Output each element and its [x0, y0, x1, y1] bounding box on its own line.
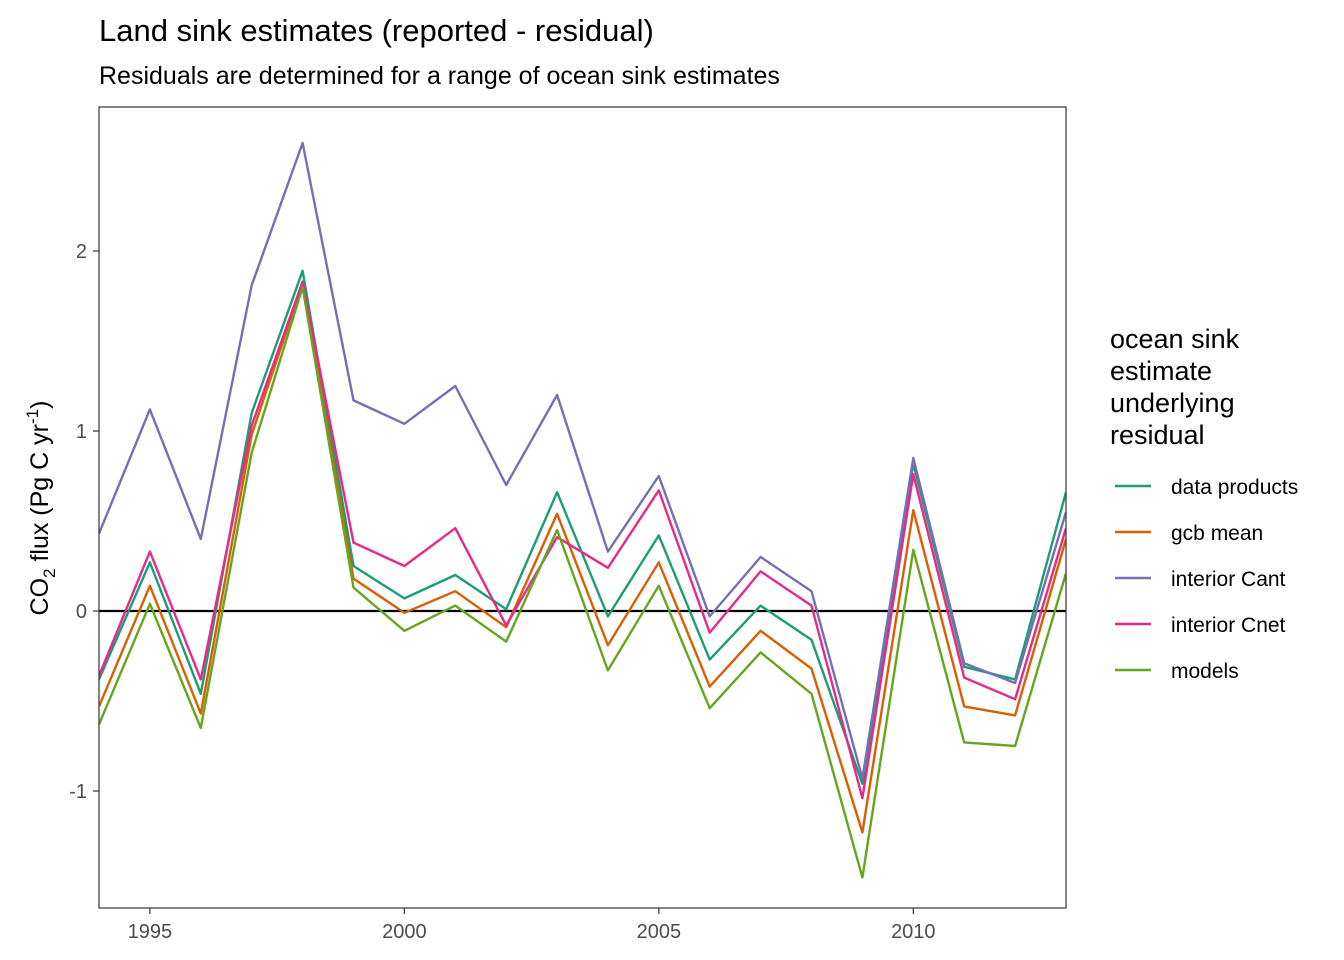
legend-title-line: estimate [1110, 356, 1212, 386]
plot-panel-border [98, 106, 1067, 909]
legend-label: gcb mean [1171, 522, 1263, 545]
legend-label: interior Cant [1171, 568, 1286, 591]
y-axis-title-middle: flux (Pg C yr [26, 424, 54, 568]
x-axis: 1995 2000 2005 2010 [128, 908, 936, 943]
legend-item-gcb-mean: gcb mean [1115, 522, 1263, 545]
series-line-gcb-mean [99, 282, 1066, 834]
legend-title-line: residual [1110, 420, 1205, 450]
y-tick-label: 2 [76, 241, 87, 263]
legend-label: interior Cnet [1171, 614, 1286, 637]
series-line-interior-cnet [99, 280, 1066, 800]
y-axis-title-superscript: -1 [23, 409, 42, 424]
y-axis-title: CO2 flux (Pg C yr-1) [23, 401, 59, 616]
y-axis-title-suffix: ) [26, 401, 54, 409]
y-axis-title-prefix: CO [26, 578, 54, 616]
x-tick-label: 2005 [637, 921, 682, 943]
legend-items: data products gcb mean interior Cant interi… [1115, 476, 1298, 683]
series-line-interior-cant [99, 141, 1066, 780]
series-line-data-products [99, 269, 1066, 785]
plot-area [99, 141, 1066, 879]
legend-label: models [1171, 660, 1239, 683]
y-tick-label: 0 [76, 601, 87, 623]
legend-item-models: models [1115, 660, 1239, 683]
x-tick-label: 2000 [382, 921, 427, 943]
y-axis-title-subscript: 2 [40, 568, 59, 577]
legend-title-line: underlying [1110, 388, 1235, 418]
chart-subtitle: Residuals are determined for a range of … [99, 62, 780, 90]
legend-label: data products [1171, 476, 1298, 499]
legend-item-interior-cant: interior Cant [1115, 568, 1286, 591]
series-line-models [99, 285, 1066, 879]
y-tick-label: 1 [76, 421, 87, 443]
y-axis: -1 0 1 2 [69, 241, 99, 803]
y-tick-label: -1 [69, 781, 87, 803]
x-tick-label: 2010 [891, 921, 936, 943]
chart-title: Land sink estimates (reported - residual… [99, 13, 654, 48]
legend-item-interior-cnet: interior Cnet [1115, 614, 1286, 637]
legend-item-data-products: data products [1115, 476, 1298, 499]
legend-title-line: ocean sink [1110, 324, 1240, 354]
x-tick-label: 1995 [128, 921, 173, 943]
